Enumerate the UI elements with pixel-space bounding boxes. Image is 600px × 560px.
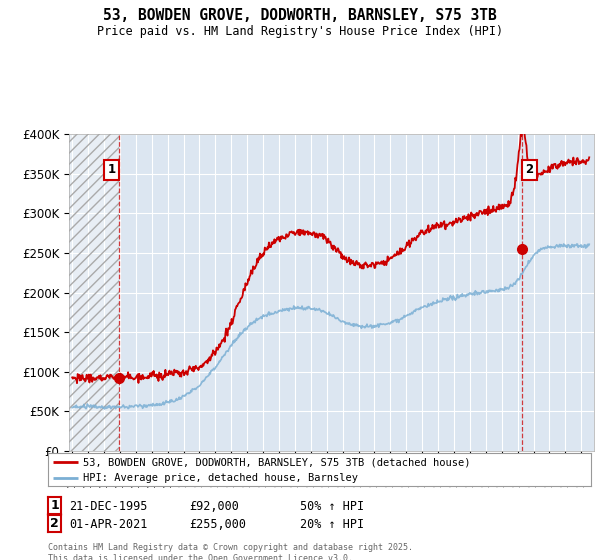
- Text: 2: 2: [50, 517, 59, 530]
- Text: 53, BOWDEN GROVE, DODWORTH, BARNSLEY, S75 3TB: 53, BOWDEN GROVE, DODWORTH, BARNSLEY, S7…: [103, 8, 497, 24]
- Text: 01-APR-2021: 01-APR-2021: [69, 518, 148, 531]
- Text: 2: 2: [526, 164, 533, 176]
- Text: HPI: Average price, detached house, Barnsley: HPI: Average price, detached house, Barn…: [83, 473, 358, 483]
- Bar: [69, 134, 119, 451]
- Text: 20% ↑ HPI: 20% ↑ HPI: [300, 518, 364, 531]
- Bar: [69, 134, 119, 451]
- Text: 1: 1: [107, 164, 116, 176]
- Text: 53, BOWDEN GROVE, DODWORTH, BARNSLEY, S75 3TB (detached house): 53, BOWDEN GROVE, DODWORTH, BARNSLEY, S7…: [83, 457, 471, 467]
- Text: 1: 1: [50, 499, 59, 512]
- Text: £92,000: £92,000: [189, 500, 239, 514]
- Text: Price paid vs. HM Land Registry's House Price Index (HPI): Price paid vs. HM Land Registry's House …: [97, 25, 503, 38]
- Text: £255,000: £255,000: [189, 518, 246, 531]
- Text: 21-DEC-1995: 21-DEC-1995: [69, 500, 148, 514]
- Text: 50% ↑ HPI: 50% ↑ HPI: [300, 500, 364, 514]
- Text: Contains HM Land Registry data © Crown copyright and database right 2025.
This d: Contains HM Land Registry data © Crown c…: [48, 543, 413, 560]
